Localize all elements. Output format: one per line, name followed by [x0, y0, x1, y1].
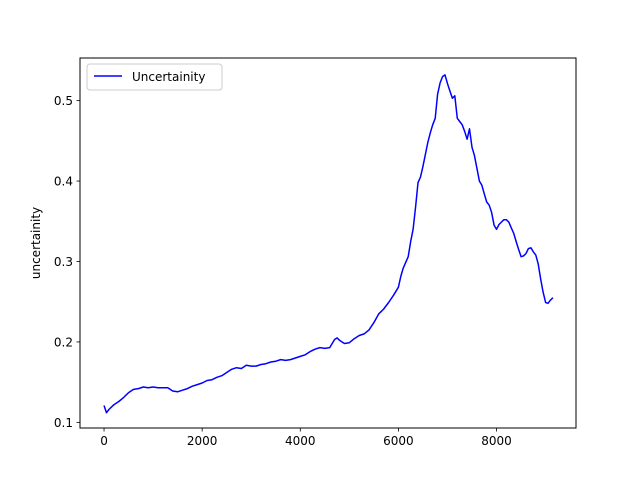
- y-axis: 0.1 0.2 0.3 0.4 0.5: [54, 94, 80, 430]
- plot-frame: [79, 57, 577, 429]
- y-tick-label: 0.4: [54, 175, 73, 189]
- x-tick-label: 6000: [383, 434, 414, 448]
- y-tick-label: 0.1: [54, 416, 73, 430]
- y-tick-label: 0.2: [54, 335, 73, 349]
- x-axis: 0 2000 4000 6000 8000: [100, 428, 512, 448]
- series-layer: [103, 74, 554, 414]
- x-tick-label: 8000: [481, 434, 512, 448]
- legend-label: Uncertainity: [132, 70, 205, 84]
- legend-box: [86, 63, 223, 91]
- x-tick-label: 4000: [285, 434, 316, 448]
- plot-background: [80, 58, 576, 428]
- x-tick-label: 0: [100, 434, 108, 448]
- legend: Uncertainity: [86, 63, 223, 91]
- y-axis-title: uncertainity: [29, 207, 43, 279]
- series-line: [103, 74, 554, 414]
- x-tick-label: 2000: [187, 434, 218, 448]
- y-tick-label: 0.5: [54, 94, 73, 108]
- y-tick-label: 0.3: [54, 255, 73, 269]
